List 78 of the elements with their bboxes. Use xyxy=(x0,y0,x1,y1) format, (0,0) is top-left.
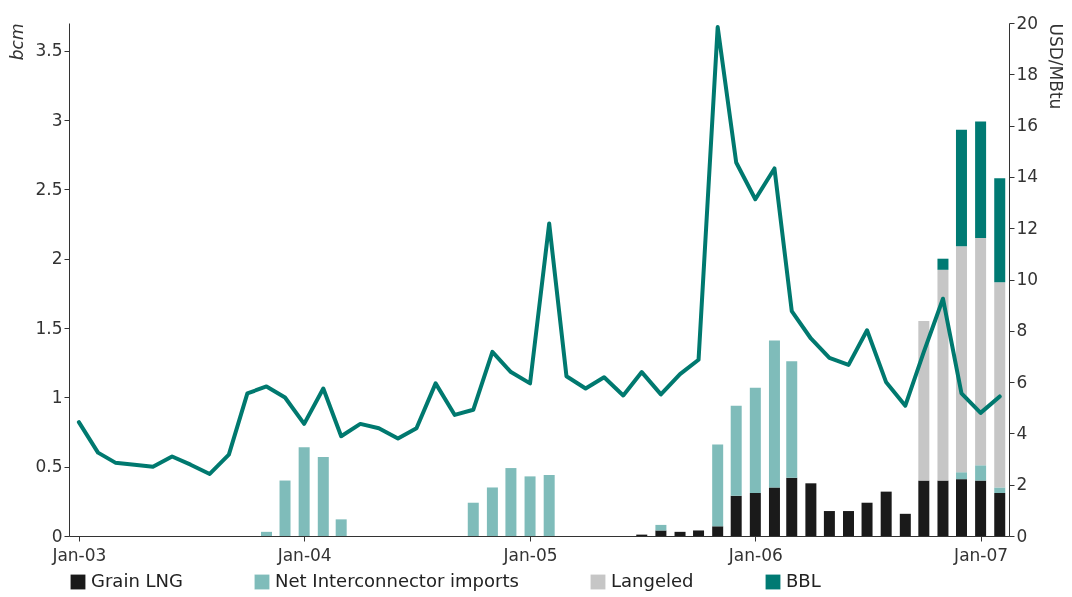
legend-label: Langeled xyxy=(611,570,694,591)
y2-axis-title: USD/MBtu xyxy=(1046,23,1067,110)
y2-tick-label: 6 xyxy=(1016,371,1028,392)
bar xyxy=(524,476,536,536)
y2-tick-label: 4 xyxy=(1016,422,1028,443)
bar xyxy=(955,129,967,247)
bar xyxy=(467,502,479,536)
bar xyxy=(861,502,873,536)
y-tick-label: 3.5 xyxy=(35,40,63,61)
bar xyxy=(994,282,1006,488)
bar xyxy=(298,447,310,536)
bar xyxy=(674,531,686,536)
bar xyxy=(805,483,817,536)
y-axis-title: bcm xyxy=(7,23,28,61)
bar xyxy=(749,387,761,494)
bar xyxy=(994,487,1006,494)
y-tick-label: 0 xyxy=(51,525,63,546)
bar xyxy=(786,477,798,536)
y2-tick-label: 8 xyxy=(1016,320,1028,341)
bar xyxy=(655,530,667,536)
bar xyxy=(975,465,987,481)
y2-tick-label: 10 xyxy=(1016,269,1039,289)
y-tick-label: 1 xyxy=(51,386,63,407)
bar xyxy=(335,519,347,536)
x-tick-label: Jan-04 xyxy=(276,544,332,565)
bar xyxy=(655,524,667,531)
bar xyxy=(975,121,987,238)
bar xyxy=(730,405,742,496)
y-tick-label: 2.5 xyxy=(35,178,63,199)
y2-tick-label: 0 xyxy=(1016,525,1028,546)
y-tick-label: 0.5 xyxy=(35,456,63,477)
y2-tick-label: 16 xyxy=(1016,115,1039,136)
bar xyxy=(994,178,1006,283)
bar xyxy=(505,468,517,536)
bar xyxy=(712,526,724,536)
bar xyxy=(994,493,1006,536)
bar xyxy=(899,513,911,536)
bar xyxy=(786,361,798,478)
bar xyxy=(712,444,724,527)
bar xyxy=(955,246,967,473)
x-tick-label: Jan-03 xyxy=(51,544,107,565)
y2-tick-label: 14 xyxy=(1016,166,1039,187)
bar xyxy=(975,480,987,536)
bar xyxy=(918,321,930,481)
x-tick-label: Jan-06 xyxy=(727,544,783,565)
bar xyxy=(279,480,291,536)
legend-label: BBL xyxy=(786,570,821,591)
bar xyxy=(317,456,329,536)
y-tick-label: 2 xyxy=(51,248,63,269)
bar xyxy=(768,340,780,488)
x-tick-label: Jan-05 xyxy=(502,544,558,565)
bar xyxy=(486,487,498,536)
y2-tick-label: 2 xyxy=(1016,474,1028,495)
bar xyxy=(543,474,555,536)
bar xyxy=(261,531,272,536)
y2-tick-label: 20 xyxy=(1016,12,1039,33)
bar xyxy=(955,479,967,536)
legend-label: Net Interconnector imports xyxy=(275,570,519,591)
bar xyxy=(749,493,761,536)
bar xyxy=(693,530,705,536)
x-tick-label: Jan-07 xyxy=(953,544,1009,565)
bar xyxy=(937,269,949,481)
bar xyxy=(955,472,967,480)
bar xyxy=(730,495,742,536)
bar xyxy=(975,237,987,466)
bar xyxy=(918,480,930,536)
bar xyxy=(843,511,855,536)
y-tick-label: 1.5 xyxy=(35,317,63,338)
line-series xyxy=(76,25,1002,476)
bar xyxy=(768,487,780,536)
legend-label: Grain LNG xyxy=(91,570,183,591)
y2-tick-label: 18 xyxy=(1016,63,1039,84)
bar xyxy=(880,491,892,536)
y2-tick-label: 12 xyxy=(1016,217,1039,238)
bar xyxy=(823,511,835,536)
bar xyxy=(937,480,949,536)
bar xyxy=(937,258,949,270)
y-tick-label: 3 xyxy=(51,109,63,130)
